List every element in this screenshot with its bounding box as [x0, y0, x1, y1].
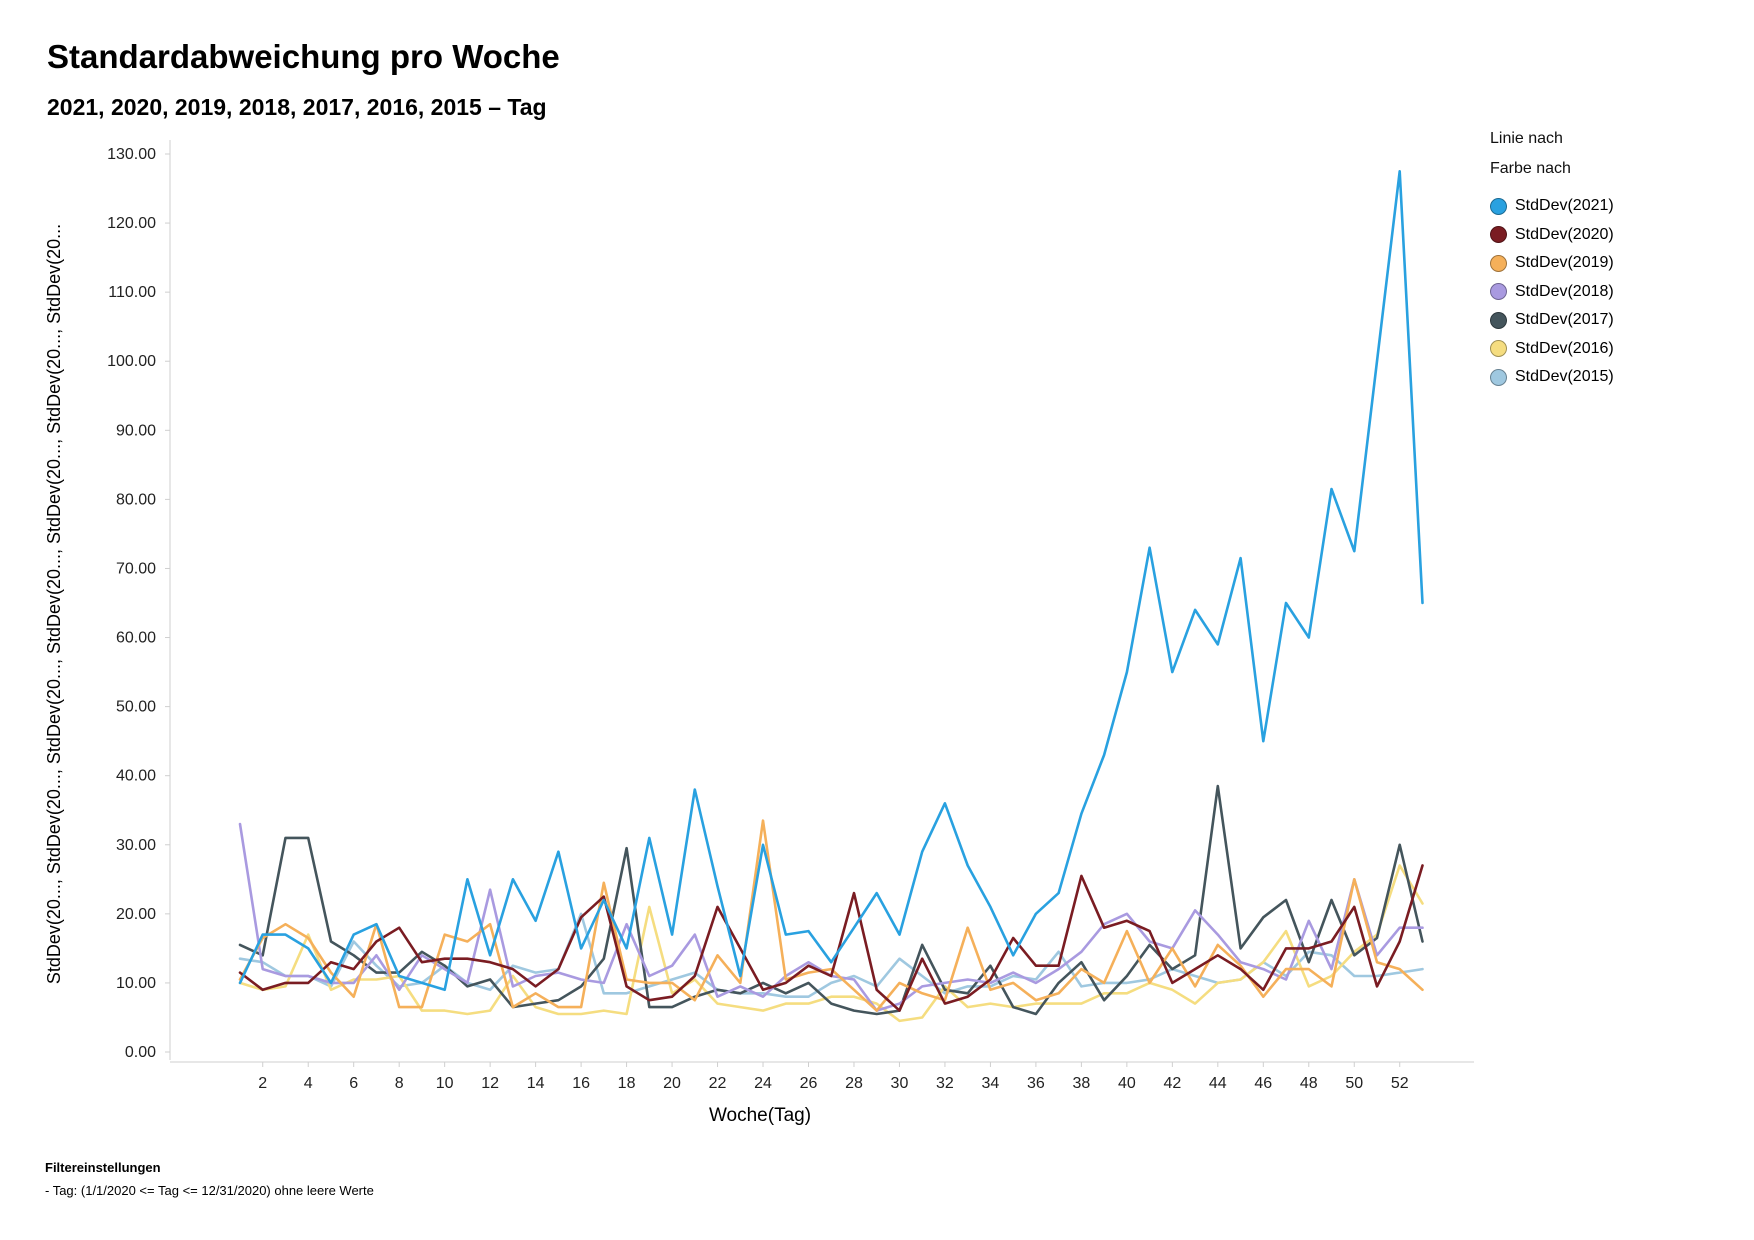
x-tick-label: 34	[982, 1075, 1000, 1092]
x-axis-label: Woche(Tag)	[709, 1105, 811, 1126]
legend-color-by[interactable]: Farbe nach	[1490, 160, 1571, 177]
legend-swatch	[1490, 368, 1507, 386]
y-tick-label: 90.00	[116, 422, 156, 439]
x-tick-label: 20	[663, 1075, 681, 1092]
chart-title: Standardabweichung pro Woche	[47, 38, 560, 75]
x-tick-label: 8	[395, 1075, 404, 1092]
legend-label: StdDev(2020)	[1515, 225, 1614, 243]
x-tick-label: 4	[304, 1075, 313, 1092]
legend-swatch	[1490, 311, 1507, 329]
y-tick-label: 0.00	[125, 1044, 156, 1061]
x-tick-label: 16	[572, 1075, 590, 1092]
series-line-stddev2016[interactable]	[238, 864, 1424, 1023]
legend-swatch	[1490, 340, 1507, 358]
y-axis-label: StdDev(20..., StdDev(20..., StdDev(20...…	[44, 224, 64, 984]
y-tick-label: 30.00	[116, 837, 156, 854]
y-tick-label: 100.00	[107, 353, 156, 370]
x-tick-label: 32	[936, 1075, 954, 1092]
x-tick-label: 42	[1163, 1075, 1181, 1092]
y-tick-label: 130.00	[107, 146, 156, 163]
y-tick-label: 10.00	[116, 975, 156, 992]
x-tick-label: 10	[436, 1075, 454, 1092]
x-tick-label: 46	[1254, 1075, 1272, 1092]
legend: Linie nach Farbe nach StdDev(2021) StdDev…	[1490, 130, 1614, 392]
x-tick-label: 18	[618, 1075, 636, 1092]
x-tick-label: 40	[1118, 1075, 1136, 1092]
x-tick-label: 52	[1391, 1075, 1409, 1092]
y-tick-label: 110.00	[108, 284, 156, 301]
y-tick-label: 50.00	[116, 699, 156, 716]
legend-label: StdDev(2017)	[1515, 311, 1614, 329]
x-tick-label: 28	[845, 1075, 863, 1092]
legend-label: StdDev(2018)	[1515, 282, 1614, 300]
legend-item[interactable]: StdDev(2020)	[1490, 221, 1614, 250]
series-line-stddev2017[interactable]	[238, 784, 1424, 1016]
chart-subtitle: 2021, 2020, 2019, 2018, 2017, 2016, 2015…	[47, 94, 547, 120]
y-axis: 0.00 10.00 20.00 30.00 40.00 50.00 60.00 70.00 8…	[107, 140, 171, 1061]
legend-item[interactable]: StdDev(2015)	[1490, 363, 1614, 392]
legend-item[interactable]: StdDev(2017)	[1490, 306, 1614, 335]
x-tick-label: 6	[349, 1075, 358, 1092]
legend-item[interactable]: StdDev(2018)	[1490, 278, 1614, 307]
y-tick-label: 20.00	[116, 906, 156, 923]
series-line-stddev2020[interactable]	[238, 864, 1424, 1012]
legend-swatch	[1490, 254, 1507, 272]
legend-swatch	[1490, 226, 1507, 244]
legend-label: StdDev(2021)	[1515, 197, 1614, 215]
x-tick-label: 30	[891, 1075, 909, 1092]
x-tick-label: 50	[1345, 1075, 1363, 1092]
legend-label: StdDev(2016)	[1515, 339, 1614, 357]
x-tick-label: 38	[1072, 1075, 1090, 1092]
legend-label: StdDev(2019)	[1515, 254, 1614, 272]
x-tick-label: 36	[1027, 1075, 1045, 1092]
legend-item[interactable]: StdDev(2016)	[1490, 335, 1614, 364]
filter-line: - Tag: (1/1/2020 <= Tag <= 12/31/2020) o…	[45, 1183, 374, 1198]
x-axis: 2 4 6 8 10 12 14 16 18 20 22 24 26 28 30 32 34 36 38 40 42 44…	[170, 1061, 1474, 1092]
legend-item[interactable]: StdDev(2021)	[1490, 192, 1614, 221]
filter-settings: Filtereinstellungen - Tag: (1/1/2020 <= …	[45, 1160, 374, 1198]
legend-item[interactable]: StdDev(2019)	[1490, 249, 1614, 278]
x-tick-label: 48	[1300, 1075, 1318, 1092]
line-chart: 0.00 10.00 20.00 30.00 40.00 50.00 60.00 70.00 8…	[44, 140, 1474, 1126]
y-tick-label: 40.00	[116, 768, 156, 785]
x-tick-label: 14	[527, 1075, 545, 1092]
legend-swatch	[1490, 197, 1507, 215]
x-tick-label: 24	[754, 1075, 772, 1092]
legend-items: StdDev(2021) StdDev(2020) StdDev(2019) StdD…	[1490, 192, 1614, 392]
x-tick-label: 22	[709, 1075, 727, 1092]
legend-line-by[interactable]: Linie nach	[1490, 130, 1563, 147]
legend-swatch	[1490, 283, 1507, 301]
x-tick-label: 44	[1209, 1075, 1227, 1092]
y-tick-label: 60.00	[116, 630, 156, 647]
plot-area	[238, 170, 1424, 1023]
legend-label: StdDev(2015)	[1515, 368, 1614, 386]
y-tick-label: 80.00	[116, 491, 156, 508]
y-tick-label: 120.00	[107, 215, 156, 232]
series-line-stddev2021[interactable]	[238, 170, 1424, 992]
y-tick-label: 70.00	[116, 560, 156, 577]
filter-heading: Filtereinstellungen	[45, 1160, 161, 1175]
x-tick-label: 2	[258, 1075, 267, 1092]
x-tick-label: 26	[800, 1075, 818, 1092]
x-tick-label: 12	[481, 1075, 499, 1092]
